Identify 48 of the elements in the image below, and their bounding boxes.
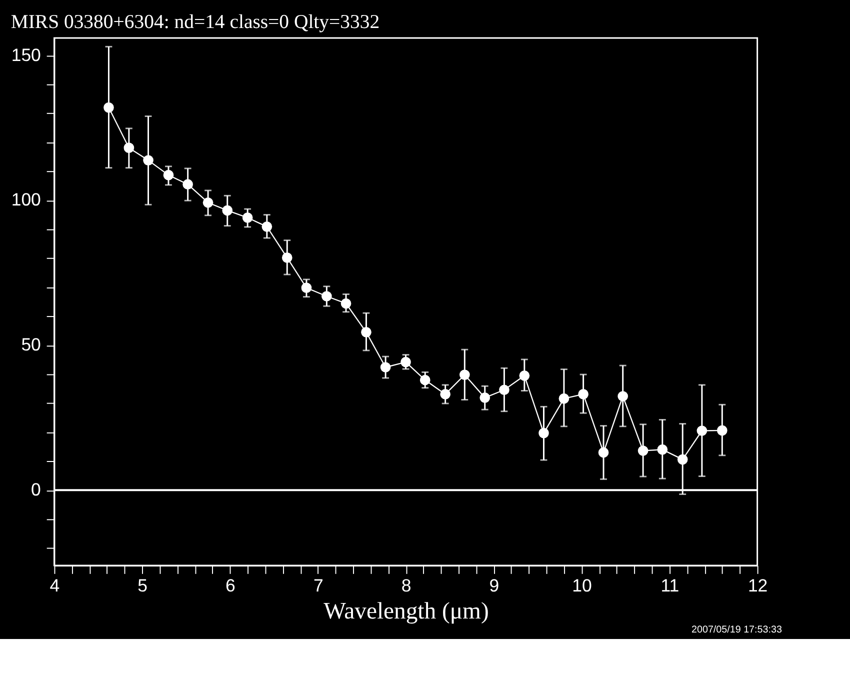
point [143, 155, 154, 166]
point [638, 446, 648, 456]
point [716, 425, 728, 436]
point [657, 444, 668, 455]
point [598, 447, 609, 458]
x-tick-label: 9 [489, 576, 500, 596]
y-tick-label: 100 [11, 190, 42, 210]
x-tick-label: 11 [660, 576, 680, 596]
point [182, 179, 193, 190]
y-tick-label: 150 [11, 44, 42, 65]
x-tick-label: 8 [401, 576, 412, 596]
point [361, 327, 372, 338]
y-tick-label: 0 [31, 480, 42, 500]
point [380, 362, 391, 372]
chart-title: MIRS 03380+6304: nd=14 class=0 Qlty=3332 [10, 11, 380, 34]
point [480, 392, 490, 403]
text: 2007/05/19 17:53:33 [691, 624, 782, 636]
point [400, 356, 411, 368]
x-axis-title: Wavelength (μm) [324, 598, 489, 624]
point [282, 252, 292, 263]
x-tick-label: 12 [748, 576, 768, 596]
point [104, 102, 114, 113]
point [677, 454, 688, 465]
y-tick-label: 50 [21, 334, 42, 355]
point [558, 393, 570, 404]
x-tick-label: 4 [50, 576, 60, 596]
point [163, 170, 174, 180]
x-tick-label: 5 [138, 576, 148, 596]
point [440, 389, 450, 400]
point [519, 370, 530, 381]
point [242, 212, 253, 223]
point [618, 391, 628, 402]
point [696, 426, 708, 436]
point [578, 389, 588, 400]
point [499, 384, 510, 396]
point [301, 282, 312, 293]
point [420, 374, 430, 386]
point [459, 370, 470, 380]
point [340, 298, 352, 309]
point [538, 428, 549, 438]
x-tick-label: 10 [572, 576, 592, 596]
point [202, 197, 214, 208]
x-tick-label: 6 [226, 576, 236, 596]
point [262, 222, 272, 232]
point [124, 142, 134, 153]
x-tick-label: 7 [313, 576, 324, 596]
point [222, 205, 233, 216]
point [322, 291, 332, 302]
